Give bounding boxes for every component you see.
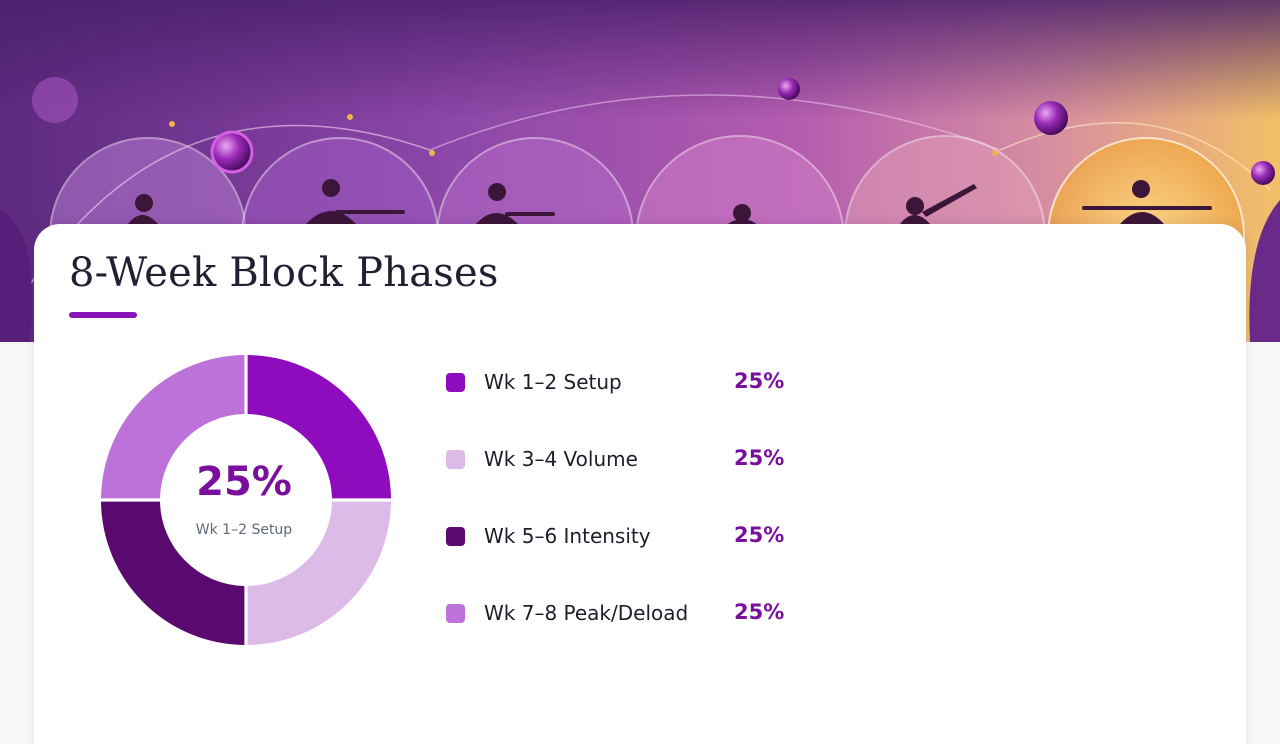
donut-center-value: 25% bbox=[196, 459, 292, 505]
legend-label: Wk 3–4 Volume bbox=[484, 447, 638, 471]
chart-card: 8-Week Block Phases 25% Wk 1–2 Setup Wk … bbox=[34, 224, 1246, 744]
legend-item-intensity: Wk 5–6 Intensity 25% bbox=[446, 515, 846, 592]
legend-item-volume: Wk 3–4 Volume 25% bbox=[446, 438, 846, 515]
donut-slice-3 bbox=[101, 501, 245, 645]
donut-slice-2 bbox=[247, 501, 391, 645]
legend-swatch bbox=[446, 450, 465, 469]
legend-value: 25% bbox=[734, 369, 785, 393]
donut-chart bbox=[101, 355, 391, 645]
legend-label: Wk 5–6 Intensity bbox=[484, 524, 651, 548]
legend-value: 25% bbox=[734, 446, 785, 470]
legend-item-peak-deload: Wk 7–8 Peak/Deload 25% bbox=[446, 592, 846, 669]
legend-label: Wk 1–2 Setup bbox=[484, 370, 622, 394]
legend-value: 25% bbox=[734, 600, 785, 624]
title-underline bbox=[69, 312, 137, 318]
legend-swatch bbox=[446, 373, 465, 392]
legend-swatch bbox=[446, 527, 465, 546]
legend-swatch bbox=[446, 604, 465, 623]
donut-center-label: Wk 1–2 Setup bbox=[195, 522, 293, 538]
chart-legend: Wk 1–2 Setup 25% Wk 3–4 Volume 25% Wk 5–… bbox=[446, 361, 846, 669]
donut-slice-1 bbox=[247, 355, 391, 499]
donut-slice-4 bbox=[101, 355, 245, 499]
legend-label: Wk 7–8 Peak/Deload bbox=[484, 601, 689, 625]
legend-item-setup: Wk 1–2 Setup 25% bbox=[446, 361, 846, 438]
legend-value: 25% bbox=[734, 523, 785, 547]
chart-title: 8-Week Block Phases bbox=[69, 250, 499, 296]
